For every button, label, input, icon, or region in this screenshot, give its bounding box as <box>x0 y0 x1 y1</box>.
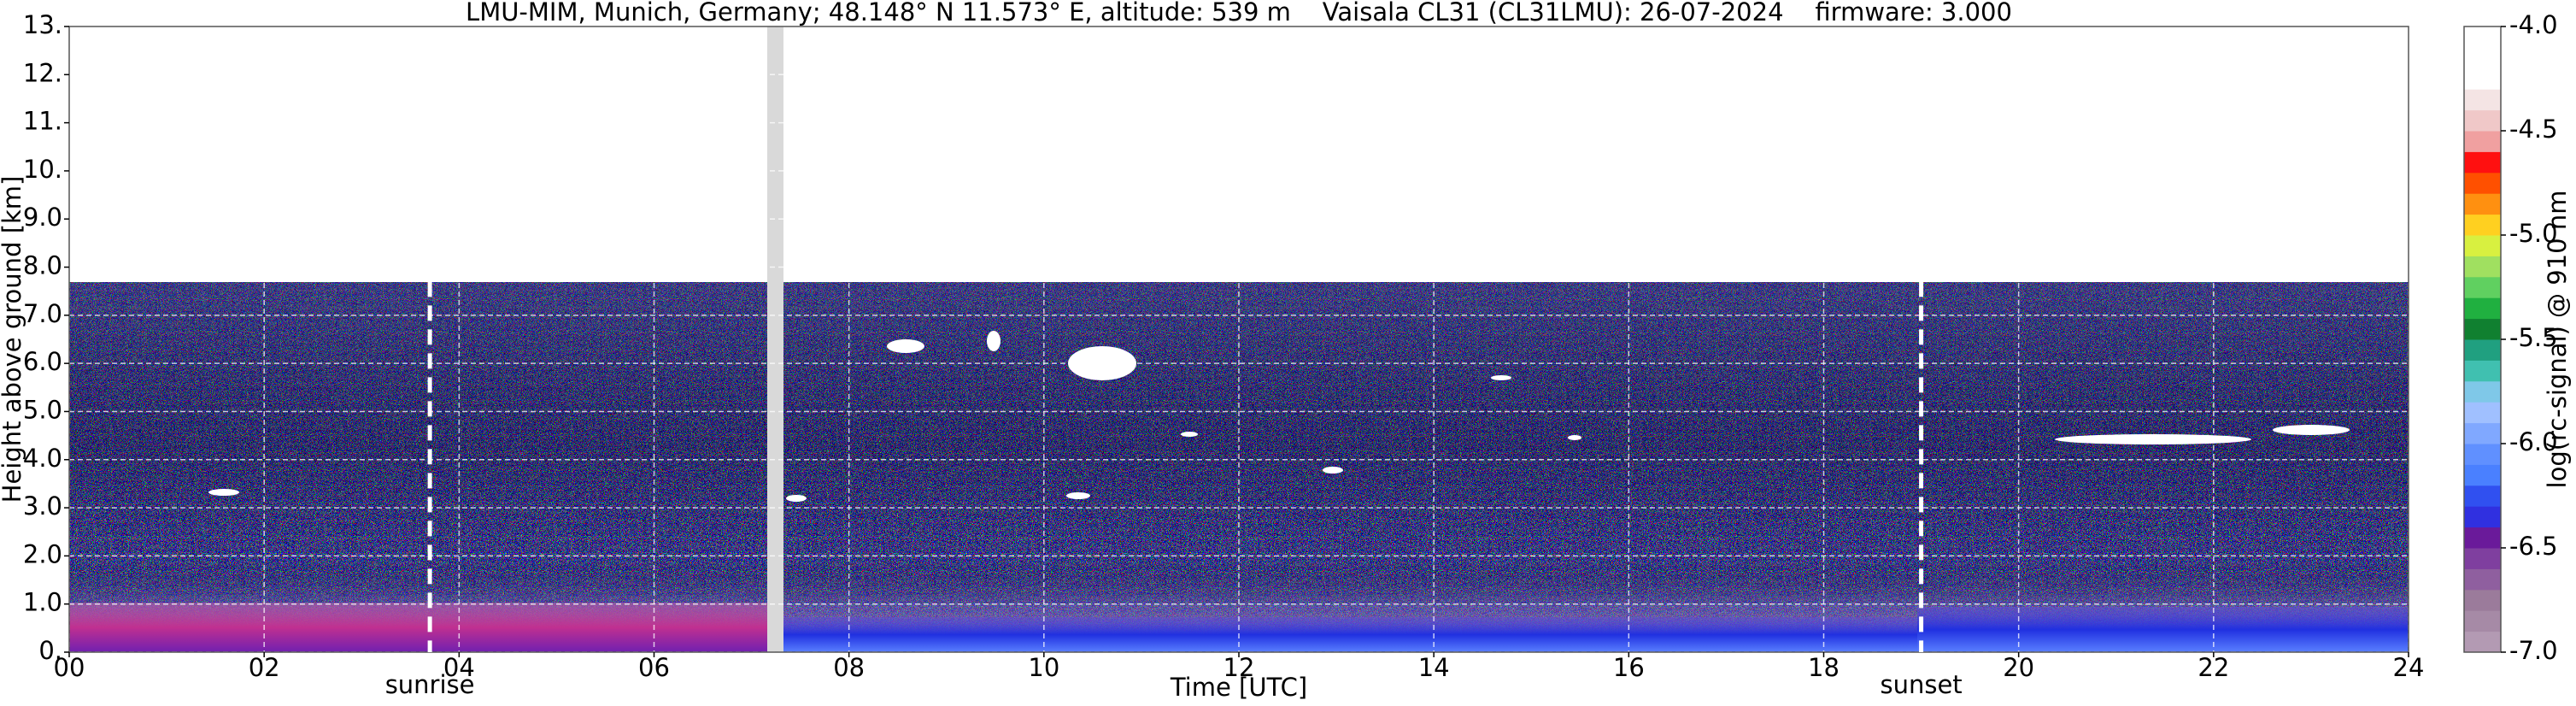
colorbar-segment <box>2464 422 2501 444</box>
colorbar-segment <box>2464 402 2501 424</box>
cloud <box>1491 375 1511 380</box>
cloud <box>2055 434 2251 444</box>
colorbar-segment <box>2464 610 2501 632</box>
y-tick-label: 1.0 <box>23 588 62 617</box>
colorbar-segment <box>2464 68 2501 90</box>
boundary-layer <box>69 603 767 652</box>
x-tick-label: 12 <box>1223 653 1255 682</box>
x-tick-label: 00 <box>54 653 85 682</box>
y-tick-label: 12. <box>23 58 62 87</box>
cloud <box>1181 432 1198 437</box>
colorbar-tick-label: -6.0 <box>2509 427 2558 456</box>
colorbar-segment <box>2464 131 2501 152</box>
boundary-layer <box>1917 607 2409 652</box>
y-tick-label: 6.0 <box>23 347 62 376</box>
y-tick-label: 3.0 <box>23 491 62 521</box>
x-tick-label: 16 <box>1613 653 1645 682</box>
cloud <box>1323 467 1343 474</box>
colorbar-segment <box>2464 109 2501 132</box>
colorbar-segment <box>2464 568 2501 591</box>
colorbar-segment <box>2464 256 2501 278</box>
colorbar-segment <box>2464 548 2501 569</box>
colorbar-segment <box>2464 89 2501 111</box>
cloud <box>786 495 807 502</box>
colorbar: -7.0 -6.5 -6.0 -5.5 -5.0 -4.5 -4.0 <box>2463 10 2558 665</box>
x-tick-label: 22 <box>2198 653 2229 682</box>
colorbar-segment <box>2464 318 2501 340</box>
y-tick-label: 10. <box>23 155 62 184</box>
colorbar-segment <box>2464 380 2501 403</box>
y-tick-label: 9.0 <box>23 203 62 232</box>
cloud <box>2273 425 2350 435</box>
colorbar-label: log(rc-signal) @ 910 nm <box>2543 191 2572 489</box>
colorbar-segment <box>2464 527 2501 549</box>
colorbar-segment <box>2464 589 2501 611</box>
y-tick-label: 2.0 <box>23 539 62 568</box>
colorbar-segment <box>2464 47 2501 69</box>
x-tick-label: 02 <box>249 653 280 682</box>
y-tick-label: 13. <box>23 10 62 39</box>
annotation-label: sunrise <box>385 670 475 699</box>
colorbar-tick-label: -4.5 <box>2509 115 2558 144</box>
annotation-label: sunset <box>1880 670 1962 699</box>
colorbar-tick-label: -5.0 <box>2509 219 2558 248</box>
cloud <box>1066 492 1090 499</box>
x-tick-label: 10 <box>1028 653 1059 682</box>
colorbar-segment <box>2464 172 2501 194</box>
colorbar-segment <box>2464 26 2501 48</box>
colorbar-segment <box>2464 214 2501 236</box>
colorbar-segment <box>2464 506 2501 528</box>
colorbar-segment <box>2464 631 2501 653</box>
x-tick-label: 18 <box>1808 653 1840 682</box>
colorbar-segment <box>2464 485 2501 507</box>
boundary-layer <box>783 617 1917 652</box>
x-tick-label: 08 <box>833 653 865 682</box>
y-axis-label: Height above ground [km] <box>0 176 26 503</box>
colorbar-tick-label: -6.5 <box>2509 532 2558 561</box>
x-tick-label: 06 <box>638 653 670 682</box>
y-tick-label: 5.0 <box>23 395 62 424</box>
colorbar-segment <box>2464 444 2501 465</box>
cloud <box>887 339 924 353</box>
x-tick-label: 04 <box>443 653 475 682</box>
missing-data <box>767 26 783 652</box>
colorbar-segment <box>2464 193 2501 215</box>
colorbar-segment <box>2464 235 2501 256</box>
y-tick-label: 4.0 <box>23 444 62 473</box>
cloud <box>1568 435 1581 440</box>
x-tick-label: 14 <box>1418 653 1450 682</box>
colorbar-tick-label: -7.0 <box>2509 636 2558 665</box>
colorbar-segment <box>2464 360 2501 382</box>
colorbar-segment <box>2464 276 2501 298</box>
x-tick-label: 20 <box>2003 653 2034 682</box>
colorbar-segment <box>2464 151 2501 174</box>
y-tick-label: 7.0 <box>23 299 62 328</box>
cloud <box>987 331 1000 351</box>
chart-title: LMU-MIM, Munich, Germany; 48.148° N 11.5… <box>466 0 2012 26</box>
cloud <box>208 489 239 496</box>
y-tick-label: 8.0 <box>23 251 62 280</box>
x-tick-label: 24 <box>2393 653 2425 682</box>
colorbar-segment <box>2464 339 2501 361</box>
colorbar-tick-label: -4.0 <box>2509 10 2558 39</box>
colorbar-tick-label: -5.5 <box>2509 323 2558 352</box>
clouds <box>208 331 2350 502</box>
cloud <box>1068 346 1136 380</box>
colorbar-segment <box>2464 464 2501 486</box>
colorbar-segment <box>2464 297 2501 320</box>
x-axis-label: Time [UTC] <box>1170 673 1307 702</box>
y-tick-label: 11. <box>23 107 62 136</box>
y-tick-label: 0. <box>38 636 62 665</box>
